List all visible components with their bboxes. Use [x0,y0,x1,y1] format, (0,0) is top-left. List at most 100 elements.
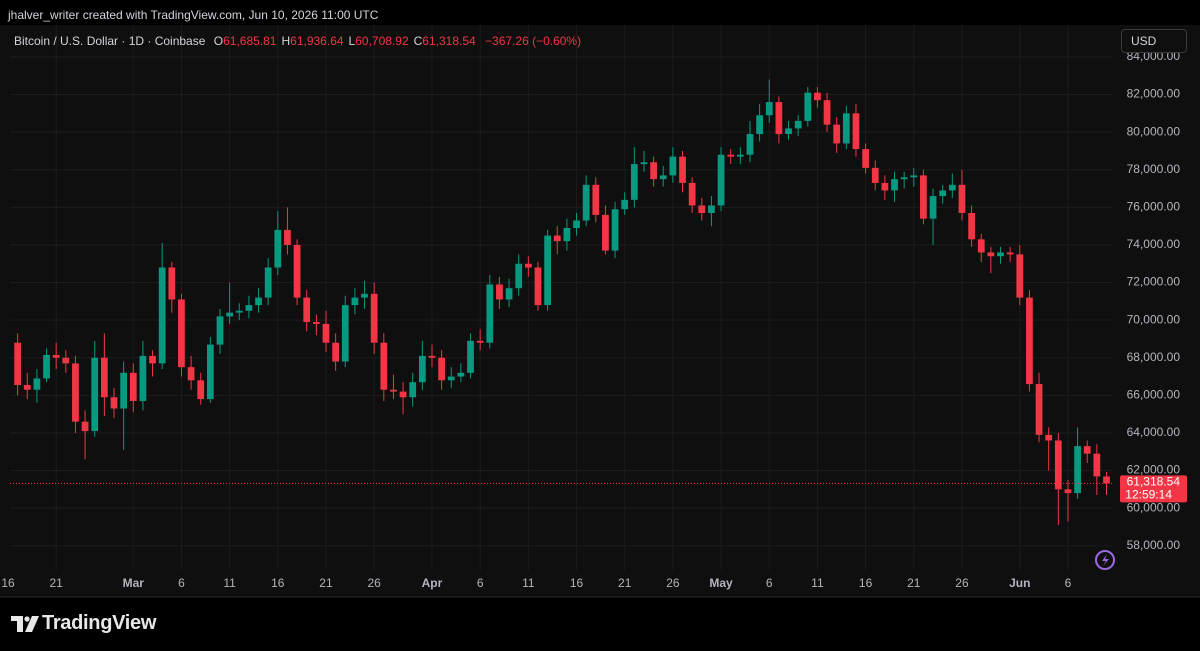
candle-body [515,263,523,289]
y-tick-label: 82,000.00 [1127,87,1181,101]
candle-body [650,162,657,180]
candle-body [120,372,128,409]
ohlc-value: 61,936.64 [290,34,344,48]
candle-body [110,397,118,409]
candle-body [1074,446,1081,494]
y-tick-label: 60,000.00 [1127,500,1181,514]
y-tick-label: 66,000.00 [1127,388,1181,402]
x-tick-label: 6 [766,576,773,590]
candle-body [284,229,291,245]
candle-body [476,340,484,343]
attribution: jhalver_writer created with TradingView.… [8,8,379,22]
axes: 58,000.00 60,000.00 62,000.00 64,000.00 66,0… [1,25,1200,597]
candle-body [303,297,311,323]
x-tick-label: Jun [1009,576,1030,590]
candle-body [746,134,754,155]
ohlc-value: 61,318.54 [422,34,476,48]
candle-body [139,355,147,401]
candle-body [1103,476,1110,484]
candle-body [293,244,301,298]
x-tick-label: 16 [271,576,285,590]
candle-body [1054,440,1062,490]
candle-body [1083,446,1091,454]
x-tick-label: Apr [422,576,443,590]
candle-body [640,162,648,165]
candle-body [804,92,812,121]
candle-body [823,100,831,125]
grid [10,25,1112,570]
candle-body [216,316,224,345]
x-tick-label: 6 [477,576,484,590]
candle-body [496,284,503,300]
x-tick-label: 26 [955,576,969,590]
candle-body [187,367,195,381]
candle-body [939,190,947,197]
candle-body [582,184,590,221]
candle-body [948,184,956,191]
ohlc-legend: Bitcoin / U.S. Dollar · 1D · Coinbase O6… [14,34,581,48]
candle-body [621,199,629,210]
y-tick-label: 74,000.00 [1127,237,1181,251]
candle-body [524,263,532,268]
candle-body [81,421,89,432]
candle-body [987,252,995,257]
ohlc-key: C [413,34,423,48]
candle-body [900,177,908,180]
candle-body [390,389,397,392]
currency-button[interactable]: USD [1121,29,1187,53]
candle-body [862,149,869,168]
y-tick-label: 76,000.00 [1127,200,1181,214]
candle-body [794,120,802,129]
candles [10,79,1112,526]
y-tick-label: 58,000.00 [1127,538,1181,552]
candle-body [447,376,455,381]
candle-body [669,156,677,176]
candle-body [149,355,156,364]
candle-body [958,184,966,213]
candle-body [929,196,937,219]
candle-body [341,305,349,362]
x-tick-label: 21 [907,576,921,590]
icon-bolt [1102,554,1109,566]
ohlc-values: O61,685.81 H61,936.64 L60,708.92 C61,318.54 [209,34,476,48]
candle-body [505,288,513,300]
replay-icon[interactable] [1095,550,1115,570]
candle-body [756,115,763,135]
candle-body [736,154,744,157]
candle-body [891,179,898,191]
candle-body [997,252,1004,257]
candle-body [418,355,426,383]
candle-body [486,284,494,343]
x-tick-label: 26 [367,576,381,590]
candle-body [1093,453,1101,477]
x-tick-label: Mar [123,576,145,590]
candle-body [814,92,821,101]
logo-text: TradingView [42,612,157,634]
candle-body [62,357,70,364]
x-tick-label: 16 [570,576,584,590]
candle-body [255,297,262,306]
candle-body [563,228,571,242]
icon-ring [1095,550,1115,570]
candle-body [52,354,60,358]
candle-body [881,182,889,191]
candle-body [206,344,214,400]
candle-body [14,342,22,386]
x-tick-label: 26 [666,576,680,590]
x-tick-label: 21 [319,576,333,590]
symbol-title: Bitcoin / U.S. Dollar · 1D · Coinbase [14,34,206,48]
candle-body [158,267,166,364]
candle-body [727,154,735,157]
candle-body [573,220,580,229]
candle-body [775,102,783,135]
x-tick-label: 21 [50,576,64,590]
candle-body [312,322,320,324]
candle-body [428,355,436,358]
x-tick-label: 16 [1,576,15,590]
y-tick-label: 70,000.00 [1127,312,1181,326]
last-price-tag [1120,475,1187,503]
logo-dot [24,616,30,622]
chart-background [0,25,1200,597]
